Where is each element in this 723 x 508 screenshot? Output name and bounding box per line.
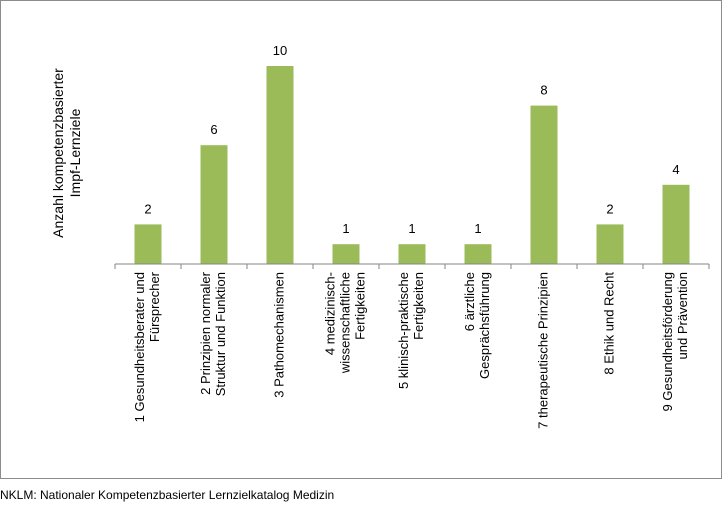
category-label: 1 Gesundheitsberater undFürsprecher [132, 271, 162, 422]
value-label: 4 [672, 162, 679, 177]
value-label: 2 [606, 201, 613, 216]
bar [332, 244, 360, 264]
y-axis-label-line: Impf-Lernziele [67, 108, 83, 197]
bars-group [134, 66, 690, 264]
category-label-line: 5 klinisch-praktische [396, 272, 411, 389]
bar [200, 145, 228, 264]
x-axis-ticks [114, 264, 710, 269]
category-labels-group: 1 Gesundheitsberater undFürsprecher 2 Pri… [132, 271, 690, 428]
y-axis-label: Anzahl kompetenzbasierterImpf-Lernziele [50, 68, 83, 238]
bar [662, 184, 690, 264]
category-label-line: Fürsprecher [147, 271, 162, 342]
bar-chart: Anzahl kompetenzbasierterImpf-Lernziele … [50, 43, 710, 429]
category-label-line: Fertigkeiten [411, 272, 426, 340]
value-label: 1 [408, 221, 415, 236]
category-label-line: 3 Pathomechanismen [272, 272, 287, 398]
bar [596, 224, 624, 264]
chart-frame: Anzahl kompetenzbasierterImpf-Lernziele … [0, 0, 722, 479]
category-label-line: 2 Prinzipien normaler [198, 271, 213, 395]
category-label: 7 therapeutische Prinzipien [536, 272, 551, 429]
category-label-line: 8 Ethik und Recht [602, 272, 617, 375]
bar [464, 244, 492, 264]
category-label-line: wissenschaftliche [338, 272, 353, 374]
category-label-line: 1 Gesundheitsberater und [132, 272, 147, 422]
category-label-line: 6 ärztliche [462, 272, 477, 331]
category-label: 3 Pathomechanismen [272, 272, 287, 398]
category-label-line: Fertigkeiten [353, 272, 368, 340]
category-label: 2 Prinzipien normalerStruktur und Funkti… [198, 271, 228, 396]
category-label-line: 9 Gesundheitsförderung [660, 272, 675, 411]
category-label: 5 klinisch-praktischeFertigkeiten [396, 272, 426, 389]
category-label: 8 Ethik und Recht [602, 272, 617, 375]
value-label: 1 [474, 221, 481, 236]
value-label: 6 [210, 122, 217, 137]
value-label: 10 [273, 43, 287, 58]
value-label: 2 [144, 201, 151, 216]
value-label: 8 [540, 83, 547, 98]
y-axis-label-line: Anzahl kompetenzbasierter [50, 68, 66, 238]
category-label: 6 ärztlicheGesprächsführung [462, 272, 492, 379]
category-label: 4 medizinisch-wissenschaftlicheFertigkei… [323, 272, 368, 374]
category-label-line: 4 medizinisch- [323, 272, 338, 355]
bar [530, 105, 558, 264]
footnote: NKLM: Nationaler Kompetenzbasierter Lern… [0, 488, 335, 502]
category-label-line: und Prävention [675, 272, 690, 359]
category-label-line: 7 therapeutische Prinzipien [536, 272, 551, 429]
bar [134, 224, 162, 264]
category-label-line: Gesprächsführung [477, 272, 492, 379]
category-label-line: Struktur und Funktion [213, 272, 228, 396]
value-labels-group: 2 6 10 1 1 1 8 2 4 [144, 43, 679, 236]
bar [398, 244, 426, 264]
bar [266, 66, 294, 264]
category-label: 9 Gesundheitsförderungund Prävention [660, 272, 690, 411]
value-label: 1 [342, 221, 349, 236]
